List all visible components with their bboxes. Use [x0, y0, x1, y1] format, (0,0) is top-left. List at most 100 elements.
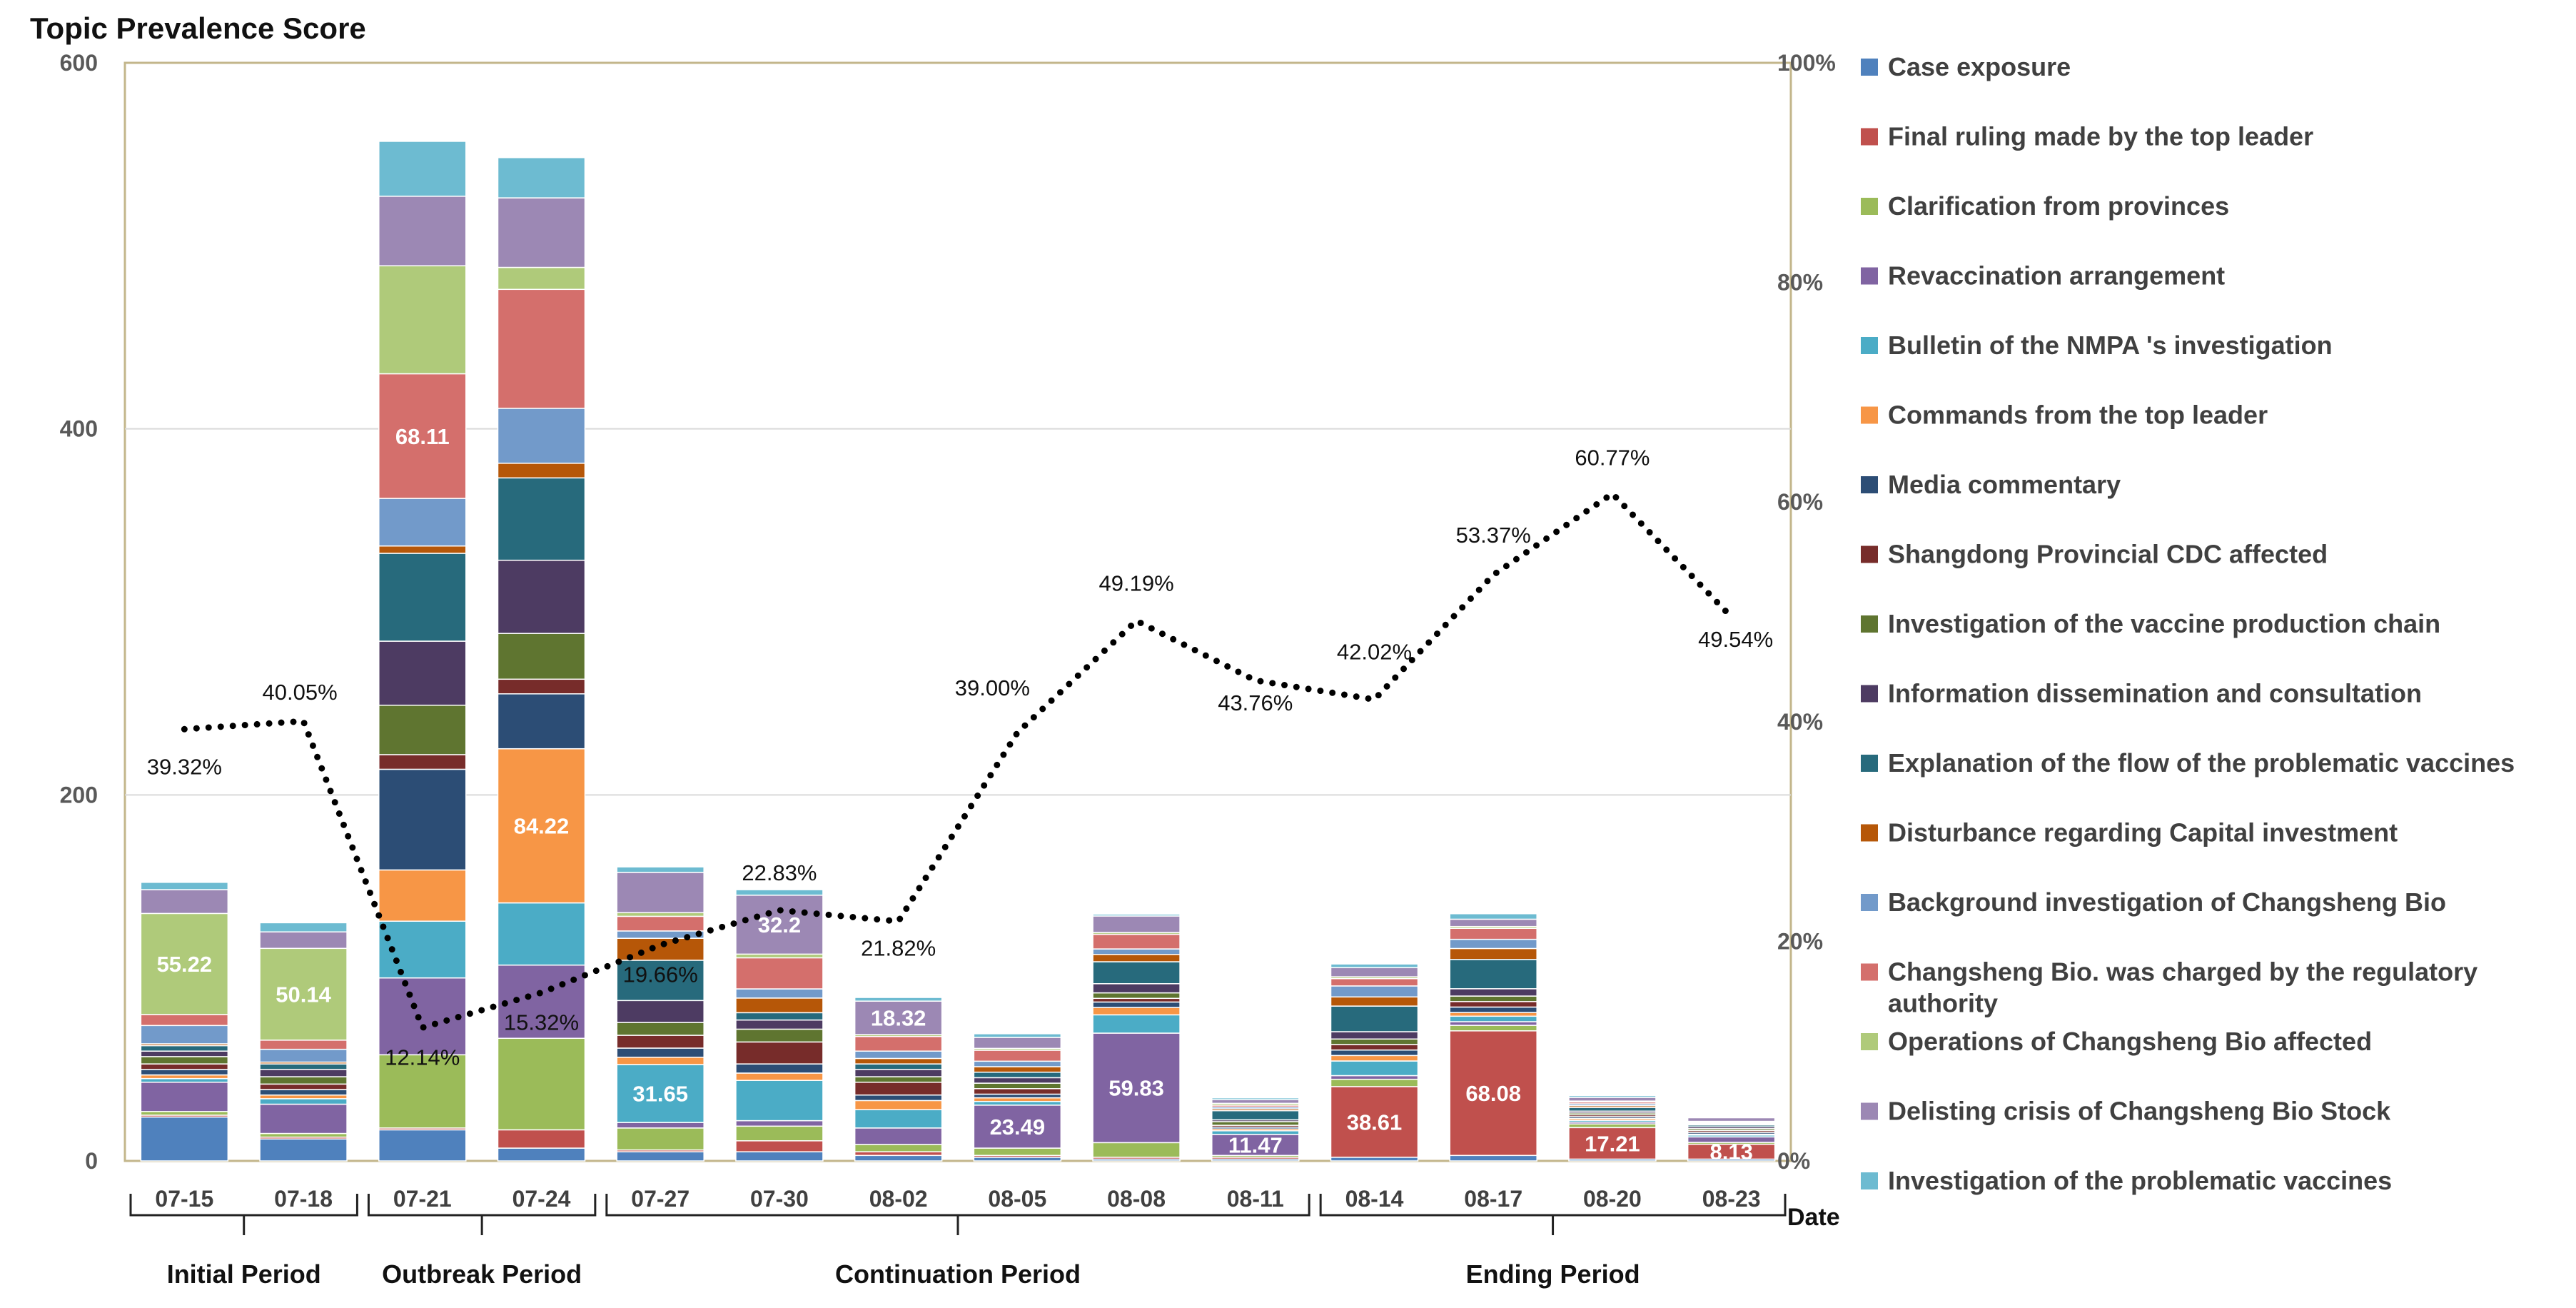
bar-segment	[140, 889, 229, 915]
legend-swatch	[1861, 337, 1878, 354]
bar-segment	[140, 1014, 229, 1027]
legend-label: Clarification from provinces	[1888, 191, 2229, 221]
bar-segment	[735, 1019, 824, 1030]
bar-segment	[1092, 954, 1181, 962]
x-tick-label: 08-23	[1702, 1186, 1761, 1212]
bar-segment	[854, 1050, 943, 1060]
bar-segment	[1687, 1117, 1776, 1122]
x-tick-label: 07-21	[393, 1186, 452, 1212]
bar-segment	[735, 988, 824, 999]
bar-value-label: 11.47	[1228, 1133, 1283, 1158]
bar-value-label: 50.14	[276, 982, 331, 1007]
bar-segment	[1330, 1049, 1419, 1057]
legend-label: Background investigation of Changsheng B…	[1888, 887, 2446, 917]
bar-segment	[1092, 1032, 1181, 1144]
bar-segment	[259, 1076, 348, 1085]
x-axis-title: Date	[1787, 1204, 1840, 1231]
bar-segment	[378, 704, 467, 755]
bar-segment	[140, 882, 229, 890]
bar-segment	[973, 1157, 1062, 1162]
bar-segment	[1211, 1099, 1300, 1105]
bar-segment	[1449, 1001, 1537, 1008]
bar-segment	[1330, 1005, 1419, 1032]
line-series	[181, 489, 1735, 1032]
bar-value-label: 68.08	[1465, 1081, 1521, 1106]
legend-swatch	[1861, 824, 1878, 842]
bar-segment	[735, 895, 824, 955]
bar-segment	[1449, 947, 1537, 960]
bar-segment	[1449, 1021, 1537, 1026]
bar-segment	[1330, 1075, 1419, 1080]
line-point-label: 60.77%	[1575, 445, 1650, 470]
bar-segment	[616, 930, 704, 939]
bar-segment	[854, 1109, 943, 1129]
bar-segment	[1092, 1014, 1181, 1034]
bar-value-label: 23.49	[990, 1115, 1046, 1140]
bar-segment	[1330, 1157, 1419, 1162]
bar-segment	[735, 1072, 824, 1081]
bar-segment	[735, 1125, 824, 1142]
legend-swatch	[1861, 476, 1878, 493]
bar-segment	[973, 1097, 1062, 1102]
y-tick-label: 0	[85, 1148, 98, 1174]
bar-segment	[1211, 1110, 1300, 1121]
bar-segment	[497, 197, 586, 268]
bar-segment	[616, 1047, 704, 1058]
legend-label: Commands from the top leader	[1888, 401, 2268, 430]
bar-segment	[378, 265, 467, 375]
bar-segment	[1330, 1055, 1419, 1062]
y2-tick-label: 80%	[1777, 270, 1823, 296]
stacked-bars	[140, 141, 1776, 1162]
bar-segment	[1092, 997, 1181, 1003]
bar-segment	[1449, 1012, 1537, 1017]
bar-segment	[1092, 915, 1181, 933]
bar-segment	[854, 997, 943, 1002]
percentage-line: 39.32% 40.05% 12.14% 15.32% 19.66% 22.83% 21.8…	[147, 445, 1773, 1070]
bar-value-labels: 55.22 50.14 68.11 84.22 31.65 32.2 18.32 23.49 5…	[157, 424, 1753, 1164]
period-label: Outbreak Period	[382, 1259, 582, 1289]
bar-segment	[1092, 961, 1181, 985]
bar-segment	[140, 912, 229, 1015]
legend-label: Changsheng Bio. was charged by the regul…	[1888, 957, 2477, 1018]
bar-segment	[378, 196, 467, 266]
y2-tick-label: 40%	[1777, 709, 1823, 735]
bar-segment	[140, 1111, 229, 1116]
x-tick-label: 08-08	[1107, 1186, 1166, 1212]
bar-segment	[140, 1077, 229, 1083]
bar-segment	[735, 1120, 824, 1127]
bar-segment	[1449, 995, 1537, 1002]
line-point-label: 22.83%	[742, 860, 817, 885]
period-brackets: Initial Period Outbreak Period Continuatio…	[129, 1194, 1787, 1289]
y-tick-label: 400	[60, 416, 98, 442]
bar-segment	[735, 1080, 824, 1122]
bar-segment	[735, 1012, 824, 1021]
bar-segment	[1330, 1031, 1419, 1040]
bar-segment	[497, 477, 586, 561]
line-point-label: 49.19%	[1099, 570, 1174, 595]
secondary-y-axis-ticks: 0% 20% 40% 60% 80% 100%	[1777, 50, 1836, 1174]
bar-segment	[1449, 938, 1537, 950]
bar-segment	[497, 678, 586, 695]
bar-segment	[616, 866, 704, 873]
period-label: Ending Period	[1466, 1259, 1640, 1289]
line-point-label: 53.37%	[1456, 523, 1531, 548]
bar-segment	[497, 1037, 586, 1131]
plot-frame	[123, 61, 1792, 1162]
period-bracket	[605, 1194, 1310, 1235]
bar-segment	[1568, 1097, 1657, 1102]
bar-segment	[378, 1129, 467, 1162]
bar-segment	[735, 1041, 824, 1065]
bar-segment	[1449, 1015, 1537, 1022]
period-bracket	[1319, 1194, 1787, 1235]
legend-swatch	[1861, 685, 1878, 703]
bar-segment	[854, 1057, 943, 1065]
bar-segment	[735, 953, 824, 959]
legend-swatch	[1861, 1102, 1878, 1120]
bar-segment	[378, 141, 467, 197]
gridlines	[125, 428, 1791, 796]
x-tick-label: 07-27	[631, 1186, 690, 1212]
legend-label: Investigation of the vaccine production …	[1888, 609, 2440, 638]
bar-segment	[1449, 988, 1537, 997]
